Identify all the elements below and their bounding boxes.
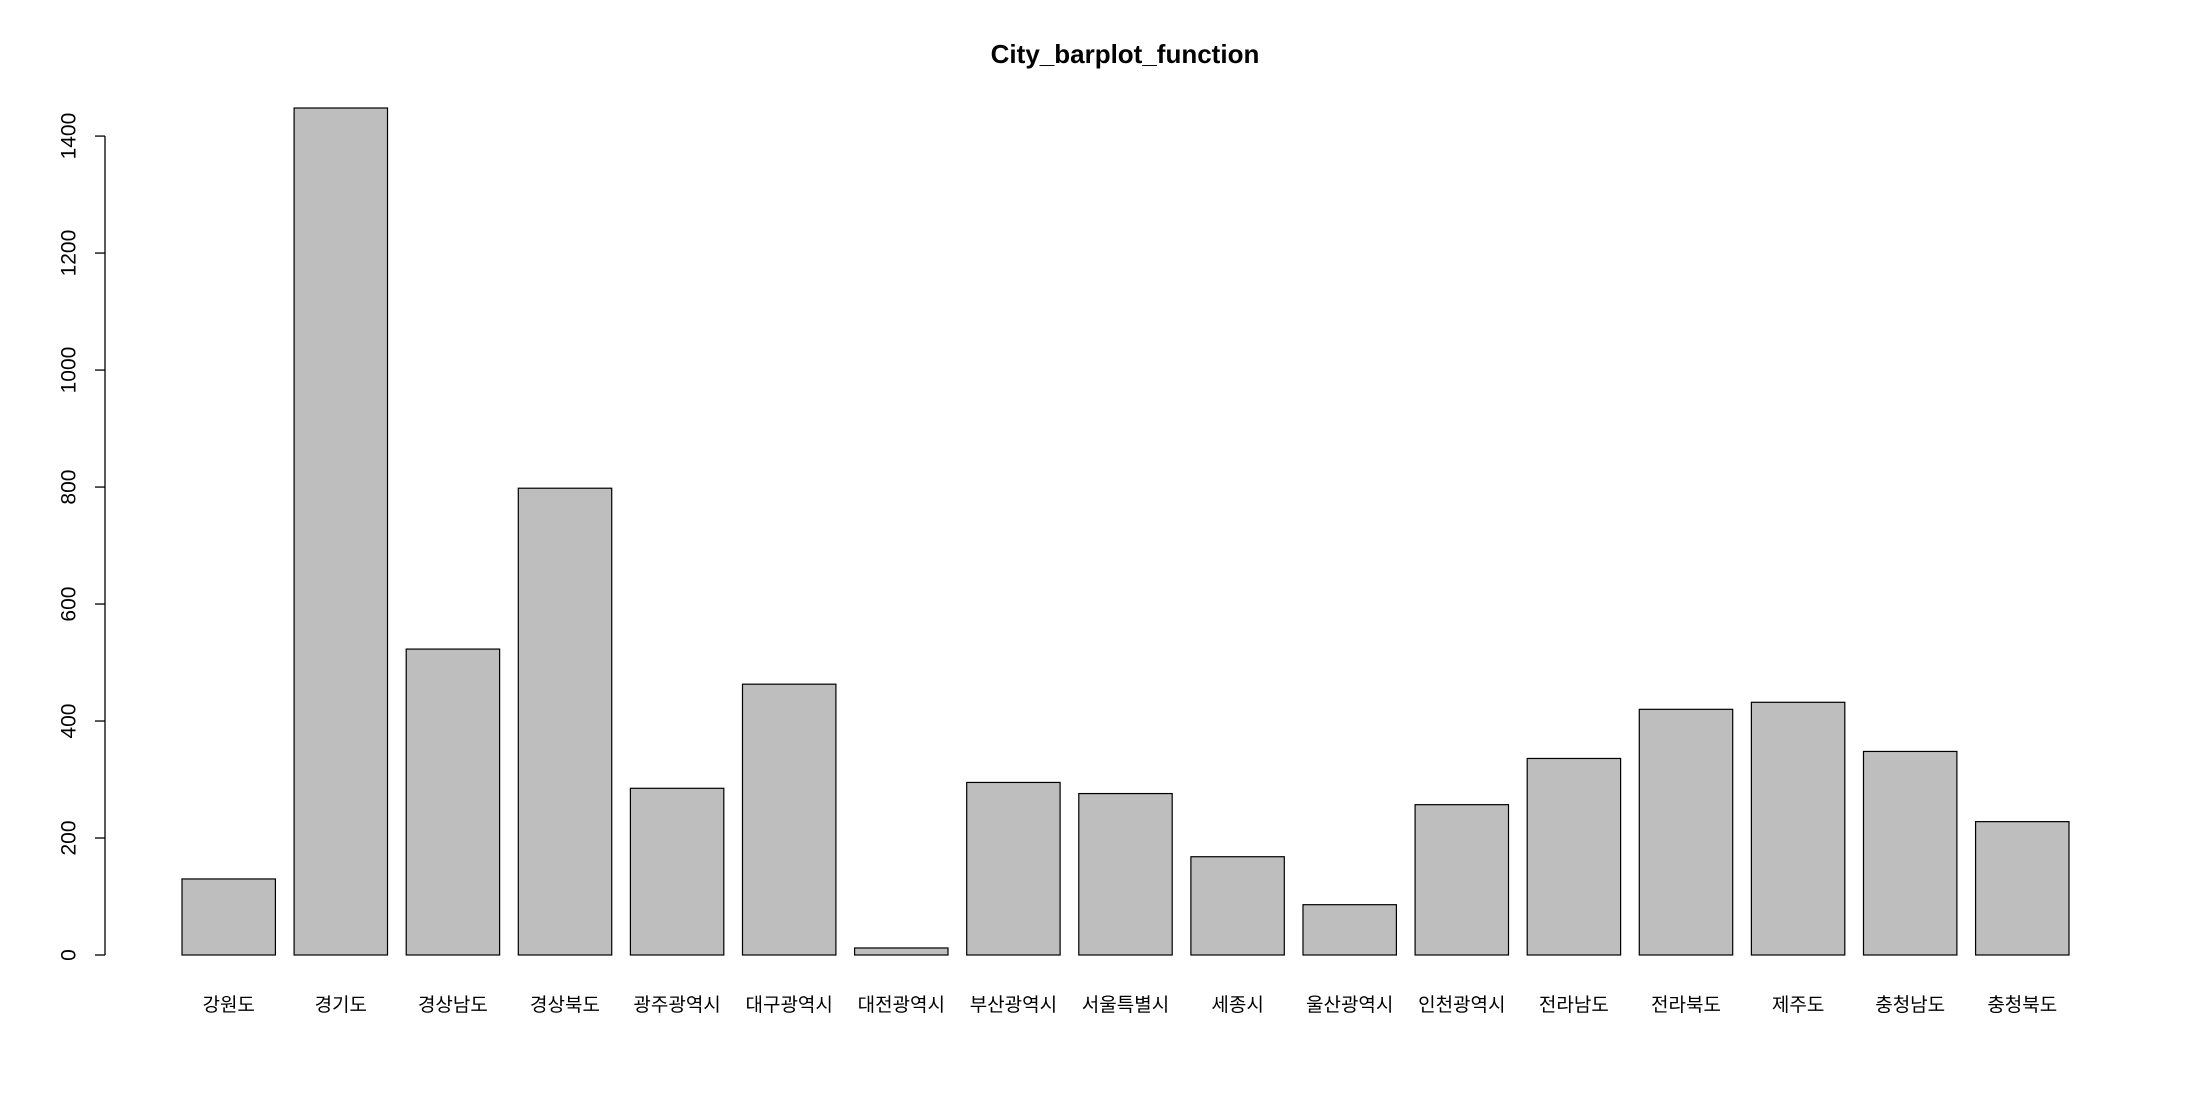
x-tick-label: 경기도 <box>315 994 367 1016</box>
x-tick-label: 울산광역시 <box>1306 994 1393 1016</box>
bar <box>181 878 277 956</box>
bar <box>1750 701 1846 956</box>
x-tick-label: 광주광역시 <box>633 994 720 1016</box>
bar <box>405 648 501 956</box>
x-tick-label: 충청남도 <box>1875 994 1945 1016</box>
y-tick-label: 800 <box>58 470 81 505</box>
x-tick-label: 서울특별시 <box>1082 994 1169 1016</box>
bar <box>1974 821 2070 956</box>
x-tick-label: 세종시 <box>1211 994 1263 1016</box>
bar <box>517 487 613 956</box>
x-tick-label: 대전광역시 <box>858 994 945 1016</box>
y-tick-label: 0 <box>58 949 81 961</box>
bar <box>1526 757 1622 956</box>
x-tick-label: 전라북도 <box>1651 994 1721 1016</box>
x-tick-label: 부산광역시 <box>970 994 1057 1016</box>
bar <box>629 787 725 956</box>
x-tick-label: 제주도 <box>1772 994 1824 1016</box>
y-tick-label: 1000 <box>58 347 81 394</box>
x-tick-label: 충청북도 <box>1987 994 2057 1016</box>
bar <box>1302 904 1398 956</box>
bar <box>1190 856 1285 956</box>
bar <box>1078 792 1173 956</box>
y-tick-label: 200 <box>58 820 81 855</box>
y-tick-label: 1400 <box>58 113 81 160</box>
bar <box>1638 708 1734 956</box>
x-tick-label: 강원도 <box>202 994 254 1016</box>
x-tick-label: 인천광역시 <box>1418 994 1505 1016</box>
x-tick-label: 경상남도 <box>418 994 488 1016</box>
x-tick-label: 경상북도 <box>530 994 600 1016</box>
chart-title: City_barplot_function <box>991 39 1260 69</box>
bar <box>293 107 389 956</box>
bar <box>1414 804 1510 956</box>
bar <box>853 947 949 956</box>
bar <box>1862 750 1958 956</box>
y-tick-label: 600 <box>58 587 81 622</box>
bar <box>966 781 1061 956</box>
y-tick-label: 400 <box>58 703 81 738</box>
bar <box>741 683 837 956</box>
x-tick-label: 전라남도 <box>1539 994 1609 1016</box>
x-tick-label: 대구광역시 <box>745 994 832 1016</box>
y-tick-label: 1200 <box>58 230 81 277</box>
